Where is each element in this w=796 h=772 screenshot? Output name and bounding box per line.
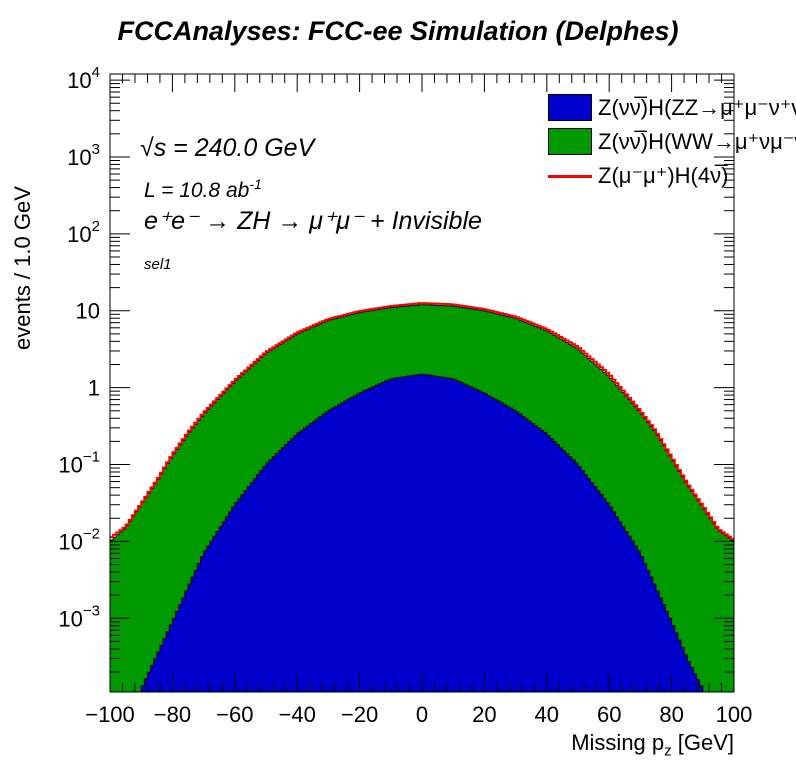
x-tick-label: 100 <box>716 702 753 727</box>
x-tick-label: −80 <box>154 702 191 727</box>
x-axis-label: Missing pz [GeV] <box>571 730 734 760</box>
series-mumu-line <box>110 302 734 540</box>
x-tick-label: −20 <box>341 702 378 727</box>
y-tick-label: 1 <box>88 376 100 401</box>
legend-swatch-mumu <box>548 175 592 178</box>
x-axis: −100 −80 −60 −40 −20 0 20 40 60 80 100 <box>85 74 752 727</box>
sqrt-s-annotation: √s = 240.0 GeV <box>140 134 314 163</box>
x-tick-label: 40 <box>535 702 559 727</box>
legend-label-zz: Z(νν̅)H(ZZ→μ⁺μ⁻ν⁺ν⁻) <box>598 95 796 120</box>
x-tick-label: 20 <box>472 702 496 727</box>
luminosity-annotation: L = 10.8 ab-1 <box>144 176 262 203</box>
y-tick-label: 102 <box>67 218 100 247</box>
series-zz-histogram <box>140 373 704 692</box>
y-axis-label-box: events / 1.0 GeV <box>8 170 38 350</box>
selection-annotation: sel1 <box>144 256 172 273</box>
legend-label-mumu: Z(μ⁻μ⁺)H(4ν̅) <box>598 163 729 188</box>
x-tick-label: 80 <box>659 702 683 727</box>
legend-swatch-ww <box>548 128 592 155</box>
y-tick-label: 10−3 <box>58 602 100 631</box>
y-tick-label: 10−2 <box>58 525 100 554</box>
chart-title: FCCAnalyses: FCC-ee Simulation (Delphes) <box>117 16 679 46</box>
x-tick-label: −100 <box>85 702 135 727</box>
sqrt-s-text: s = 240.0 GeV <box>153 134 315 162</box>
legend: Z(νν̅)H(ZZ→μ⁺μ⁻ν⁺ν⁻) Z(νν̅)H(WW→μ⁺νμ⁻ν) … <box>548 94 796 194</box>
x-tick-label: 60 <box>597 702 621 727</box>
luminosity-exponent: -1 <box>249 176 262 192</box>
legend-label-ww: Z(νν̅)H(WW→μ⁺νμ⁻ν) <box>598 129 796 154</box>
y-tick-label: 10−1 <box>58 449 100 478</box>
process-annotation: e⁺e⁻ → ZH → μ⁺μ⁻ + Invisible <box>144 207 482 235</box>
sqrt-symbol: √ <box>140 134 154 162</box>
histogram-layer <box>110 302 734 692</box>
y-axis-label: events / 1.0 GeV <box>10 186 35 350</box>
legend-swatch-zz <box>548 94 592 121</box>
luminosity-text: L = 10.8 ab <box>144 179 250 202</box>
y-tick-label: 10 <box>76 299 100 324</box>
y-tick-label: 103 <box>67 141 100 170</box>
x-tick-label: 0 <box>416 702 428 727</box>
x-tick-label: −60 <box>216 702 253 727</box>
x-tick-label: −40 <box>279 702 316 727</box>
y-tick-label: 104 <box>67 64 100 93</box>
